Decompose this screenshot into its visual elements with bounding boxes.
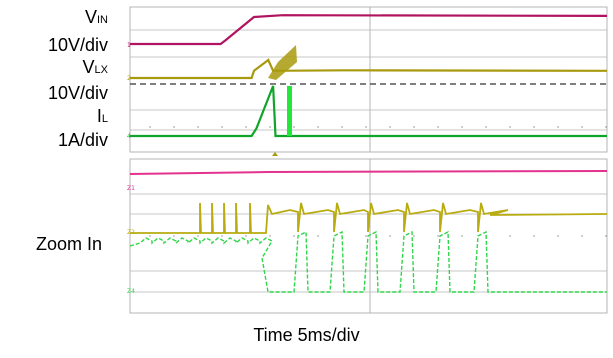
zoom-il-channel-marker: Z4 [127,288,135,295]
grid-dot [509,235,511,237]
zoom-panel-border [129,158,608,314]
grid-dot [389,126,391,128]
il-trace [130,85,607,138]
grid-dot [581,126,583,128]
grid-dot [221,126,223,128]
vlx-trace [130,58,608,80]
grid-dot [437,235,439,237]
vin-label: VIN [85,7,108,30]
grid-dot [293,126,295,128]
zoom-il-trace [129,230,607,293]
grid-dot [389,235,391,237]
zoom-vlx-trace [130,202,608,234]
vin-label-main: V [84,7,97,27]
zoom-in-label: Zoom In [36,234,103,254]
grid-dot [581,235,583,237]
zoom-vin-channel-marker: Z1 [127,185,135,192]
grid-dot [269,235,271,237]
grid-dot [245,126,247,128]
grid-dot [149,235,151,237]
vlx-switching-burst [268,45,297,80]
grid-dot [221,235,223,237]
il-label-sub: L [101,113,108,125]
grid-dot [413,235,415,237]
grid-dot [317,235,319,237]
il-scale-label: 1A/div [57,130,108,150]
vlx-scale-label: 10V/div [47,83,108,103]
grid-dot [557,126,559,128]
zoom-vlx-channel-marker: Z2 [127,229,135,236]
grid-dot [461,235,463,237]
grid-dot [173,235,175,237]
vlx-channel-marker: 2 [127,75,131,82]
vin-trace [130,14,608,46]
il-label: IL [97,106,108,129]
time-scale-label: Time 5ms/div [253,325,360,345]
grid-dot [197,126,199,128]
grid-dot [293,235,295,237]
grid-dot [509,126,511,128]
grid-dot [365,126,367,128]
grid-dot [197,235,199,237]
trigger-marker [272,152,278,156]
grid-dot [269,126,271,128]
grid-dot [365,235,367,237]
grid-dot [341,126,343,128]
zoom-vin-trace [129,170,608,175]
grid-dot [245,235,247,237]
vlx-label-main: V [82,57,95,77]
vlx-label-sub: LX [94,64,108,76]
vin-label-sub: IN [97,14,108,26]
grid-dot [605,126,607,128]
grid-dot [437,126,439,128]
grid-dot [533,235,535,237]
top-panel-border [129,6,608,153]
il-inrush-spike [287,86,292,136]
grid-dot [149,126,151,128]
vlx-label: VLX [83,57,108,80]
il-label-main: I [96,106,102,126]
vin-channel-marker: 1 [127,42,131,49]
grid-dot [317,126,319,128]
grid-dot [413,126,415,128]
grid-dot [485,126,487,128]
il-channel-marker: 4 [127,133,131,140]
vin-scale-label: 10V/div [47,35,108,55]
grid-dot [461,126,463,128]
grid-dot [557,235,559,237]
grid-dot [605,235,607,237]
grid-dot [533,126,535,128]
grid-dot [173,126,175,128]
